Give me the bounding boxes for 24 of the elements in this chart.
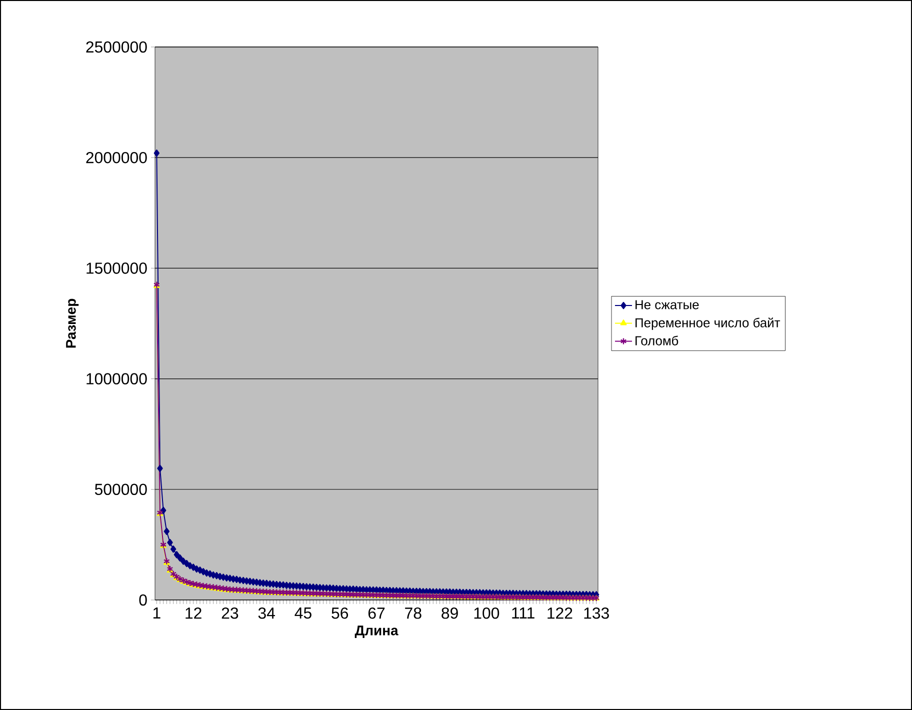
y-tick-label: 500000	[94, 484, 147, 496]
x-tick-label: 23	[222, 608, 238, 619]
x-tick-label: 78	[405, 608, 422, 619]
legend-label: Голомб	[636, 336, 678, 346]
y-axis-title: Размер	[66, 298, 79, 348]
x-tick-label: 67	[368, 608, 385, 619]
x-tick-label: 122	[548, 608, 572, 619]
x-tick-label: 56	[332, 608, 348, 619]
y-tick-label: 0	[139, 594, 147, 606]
y-tick-label: 1000000	[86, 373, 147, 384]
y-tick-label: 2000000	[86, 152, 147, 164]
x-tick-label: 100	[474, 608, 500, 619]
x-tick-label: 12	[186, 608, 202, 619]
x-axis-title: Длина	[354, 626, 398, 638]
y-tick-label: 1500000	[86, 262, 147, 274]
x-tick-label: 34	[258, 608, 275, 619]
y-tick-label: 2500000	[86, 41, 147, 53]
x-tick-label: 45	[294, 608, 312, 619]
x-tick-label: 1	[153, 608, 160, 618]
x-tick-label: 111	[512, 608, 534, 618]
legend-label: Переменное число байт	[636, 318, 780, 330]
x-tick-label: 89	[442, 608, 458, 619]
x-tick-label: 133	[584, 608, 609, 619]
legend-label: Не сжатые	[636, 300, 699, 310]
